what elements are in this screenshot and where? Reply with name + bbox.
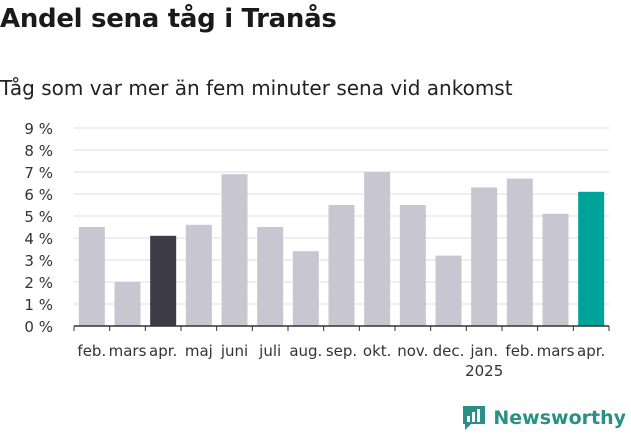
bar-chart-logo-icon xyxy=(463,406,486,430)
bar xyxy=(221,174,248,326)
bar xyxy=(435,255,462,326)
bar xyxy=(150,235,177,326)
y-tick-label: 0 % xyxy=(24,318,53,336)
y-tick-label: 1 % xyxy=(24,296,53,314)
x-tick-label: juli xyxy=(258,342,281,360)
chart-subtitle: Tåg som var mer än fem minuter sena vid … xyxy=(0,76,513,100)
bar-chart: 0 %1 %2 %3 %4 %5 %6 %7 %8 %9 %feb. mars ap… xyxy=(24,120,610,380)
bar xyxy=(292,251,319,326)
bar xyxy=(471,187,498,326)
x-tick-label: dec. xyxy=(433,342,465,360)
y-tick-label: 5 % xyxy=(24,208,53,226)
bar xyxy=(78,227,105,326)
bar xyxy=(399,205,426,326)
x-tick-label: nov. xyxy=(397,342,428,360)
bar xyxy=(542,213,569,326)
x-tick-label: mars xyxy=(109,342,147,360)
x-tick-label: aug. xyxy=(289,342,322,360)
x-tick-label: okt. xyxy=(363,342,392,360)
x-tick-label: apr. xyxy=(577,342,605,360)
x-tick-label: feb. xyxy=(77,342,106,360)
bar xyxy=(185,224,212,326)
y-tick-label: 8 % xyxy=(24,142,53,160)
x-year-label: 2025 xyxy=(465,362,503,380)
y-tick-label: 7 % xyxy=(24,164,53,182)
x-tick-label: sep. xyxy=(326,342,357,360)
x-tick-label: jan. xyxy=(469,342,498,360)
y-tick-label: 2 % xyxy=(24,274,53,292)
x-tick-label: juni xyxy=(220,342,248,360)
newsworthy-brand: Newsworthy xyxy=(461,404,626,432)
bar xyxy=(364,172,391,326)
bar xyxy=(506,178,533,326)
chart-title: Andel sena tåg i Tranås xyxy=(0,4,337,34)
x-tick-label: mars xyxy=(537,342,575,360)
x-tick-label: apr. xyxy=(149,342,177,360)
bar xyxy=(328,205,355,326)
brand-name: Newsworthy xyxy=(493,407,626,429)
y-tick-label: 3 % xyxy=(24,252,53,270)
y-tick-label: 9 % xyxy=(24,120,53,138)
x-tick-label: maj xyxy=(185,342,213,360)
bar xyxy=(114,282,141,326)
x-tick-label: feb. xyxy=(505,342,534,360)
bar xyxy=(257,227,284,326)
y-tick-label: 6 % xyxy=(24,186,53,204)
y-tick-label: 4 % xyxy=(24,230,53,248)
bar xyxy=(578,191,605,326)
